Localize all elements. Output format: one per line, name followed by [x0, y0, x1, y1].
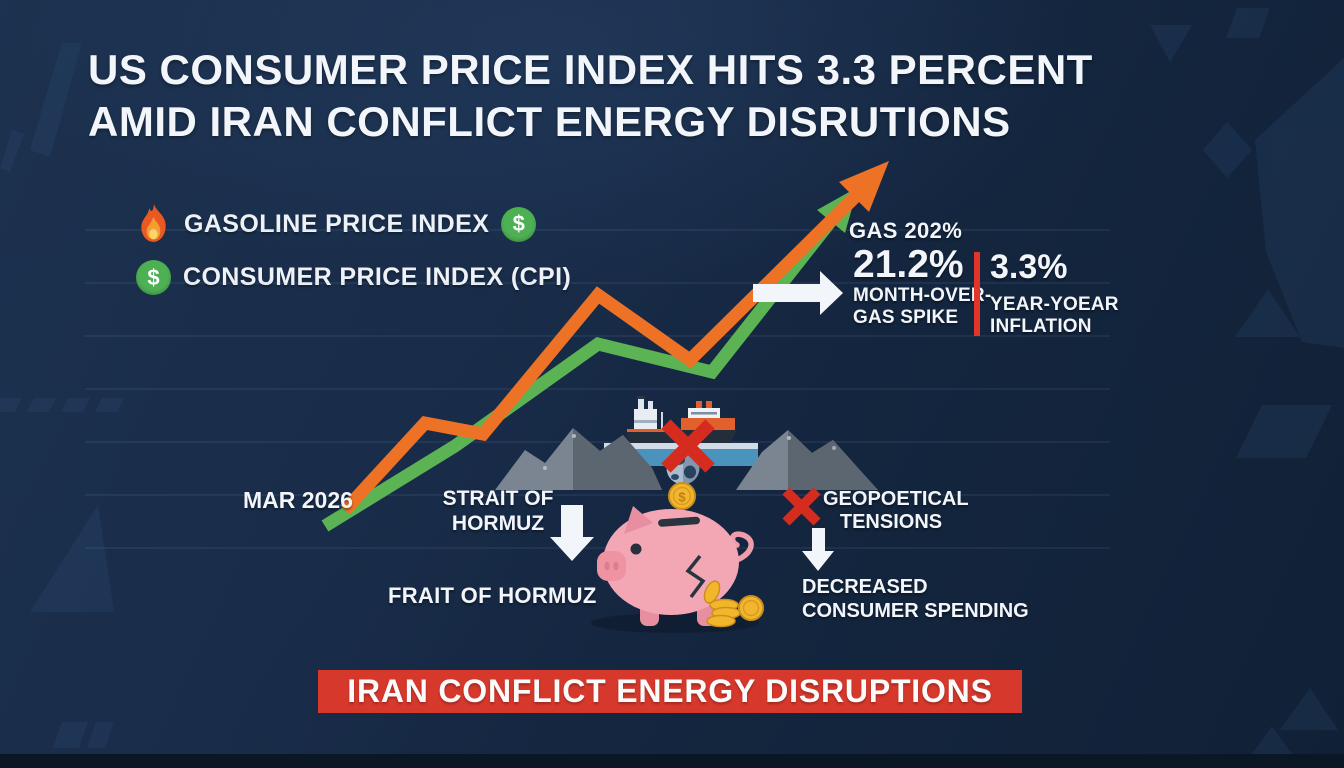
frait-of-hormuz-label: FRAIT OF HORMUZ [388, 583, 597, 608]
month-over-value: 21.2% [853, 243, 964, 286]
falling-coin-icon: $ [668, 482, 696, 510]
legend-cpi-label: CONSUMER PRICE INDEX (CPI) [183, 263, 572, 291]
month-over-label: MONTH-OVER- GAS SPIKE [853, 285, 992, 328]
strait-scene: $ [495, 396, 878, 510]
bottom-edge-strip [0, 754, 1344, 768]
gasoline-arrowhead-icon [839, 161, 889, 212]
down-arrow-icon [550, 505, 594, 561]
gasoline-line-series [340, 161, 889, 515]
dollar-icon: $ [501, 206, 537, 242]
consumer-spending-label: DECREASED CONSUMER SPENDING [802, 576, 1029, 622]
dollar-icon: $ [136, 260, 171, 295]
legend-cpi: $ CONSUMER PRICE INDEX (CPI) [136, 260, 571, 295]
stat-pointer-arrow-icon [753, 271, 843, 315]
start-date-label: MAR 2026 [243, 487, 353, 513]
headline: US CONSUMER PRICE INDEX HITS 3.3 PERCENT… [88, 44, 1093, 148]
gas-total-stat: GAS 202% [849, 218, 963, 243]
yoy-inflation-label: YEAR-YOEAR INFLATION [990, 294, 1119, 337]
blockade-cross-icon [661, 419, 715, 473]
svg-text:$: $ [678, 490, 686, 505]
geopolitical-tensions-label: GEOPOETICAL TENSIONS [823, 488, 969, 533]
bottom-banner: IRAN CONFLICT ENERGY DISRUPTIONS [318, 670, 1022, 713]
spilled-coins-icon [703, 580, 764, 628]
stat-divider [974, 252, 980, 336]
legend-gasoline-label: GASOLINE PRICE INDEX [184, 209, 490, 238]
chart-gridlines [85, 229, 1110, 549]
headline-line-1: US CONSUMER PRICE INDEX HITS 3.3 PERCENT [88, 46, 1093, 93]
yoy-inflation-value: 3.3% [990, 248, 1068, 286]
left-mountains-icon [495, 428, 662, 490]
flame-icon [141, 204, 166, 242]
legend-gasoline: GASOLINE PRICE INDEX $ [136, 203, 537, 245]
tension-cross-icon [782, 487, 821, 526]
down-arrow-icon [802, 528, 834, 571]
piggy-bank-icon [591, 506, 764, 633]
strait-of-hormuz-label: STRAIT OF HORMUZ [442, 487, 554, 535]
headline-line-2: AMID IRAN CONFLICT ENERGY DISRUTIONS [88, 98, 1011, 145]
right-mountains-icon [736, 430, 878, 490]
bottom-banner-text: IRAN CONFLICT ENERGY DISRUPTIONS [347, 673, 993, 709]
